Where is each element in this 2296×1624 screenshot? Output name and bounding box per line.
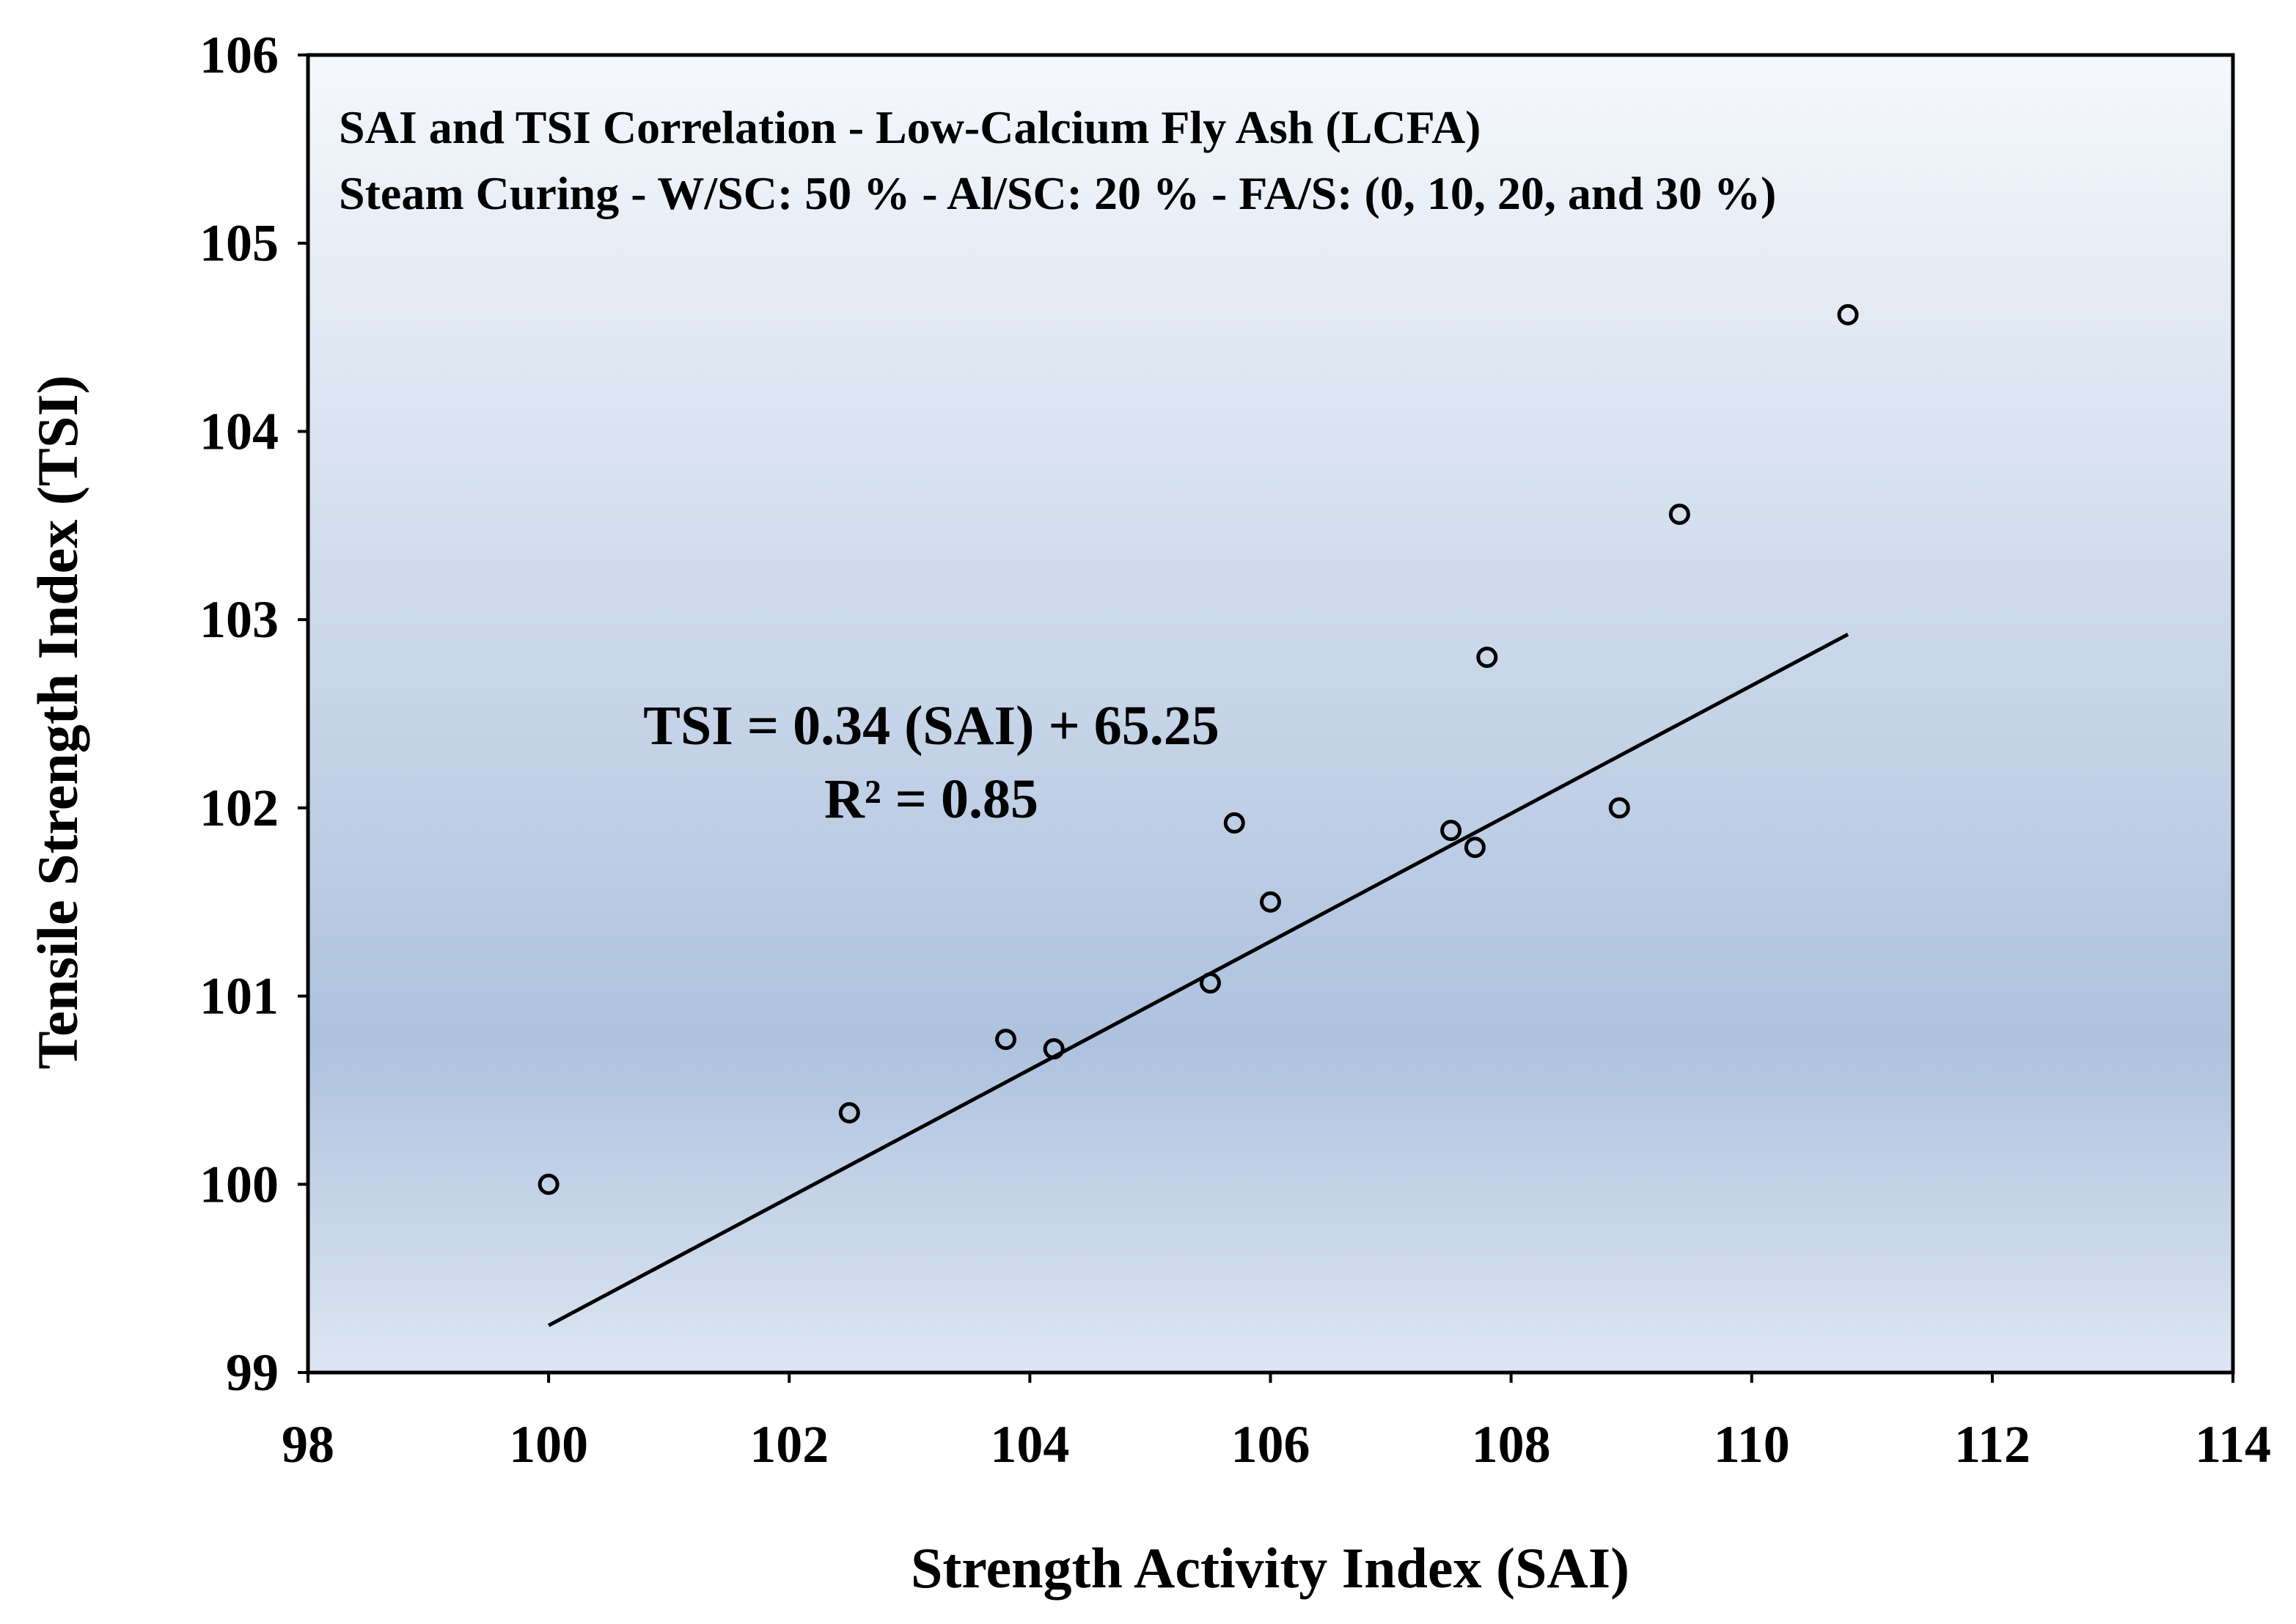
- chart-title-line-2: Steam Curing - W/SC: 50 % - Al/SC: 20 % …: [339, 167, 1776, 219]
- y-tick-label: 99: [226, 1343, 279, 1402]
- y-tick-label: 105: [199, 214, 279, 273]
- x-tick-label: 114: [2195, 1415, 2271, 1474]
- data-point: [1440, 820, 1462, 842]
- data-points: [538, 304, 1859, 1195]
- data-point: [1199, 972, 1221, 994]
- y-tick-label: 103: [199, 590, 279, 649]
- x-tick-label: 106: [1231, 1415, 1310, 1474]
- data-point: [1043, 1037, 1065, 1059]
- y-tick-label: 100: [199, 1155, 279, 1213]
- x-axis: 98 100 102 104 106 108 110 112 114: [282, 1373, 2271, 1474]
- y-tick-label: 104: [199, 402, 279, 460]
- data-point: [838, 1102, 860, 1124]
- data-point: [1223, 812, 1245, 834]
- y-tick-label: 102: [199, 779, 279, 837]
- y-tick-label: 101: [199, 967, 279, 1026]
- x-tick-label: 108: [1472, 1415, 1551, 1474]
- x-tick-label: 104: [990, 1415, 1069, 1474]
- data-point: [1476, 646, 1498, 668]
- y-tick-label: 106: [199, 26, 279, 84]
- x-tick-label: 110: [1714, 1415, 1790, 1474]
- trendline: [547, 632, 1849, 1328]
- plot-area: [306, 53, 2235, 1375]
- y-axis-label: Tensile Strength Index (TSI): [26, 375, 89, 1069]
- data-point: [1608, 797, 1630, 819]
- equation-annotation: TSI = 0.34 (SAI) + 65.25: [643, 695, 1219, 757]
- data-point: [1464, 837, 1486, 859]
- x-tick-label: 98: [282, 1415, 334, 1474]
- data-point: [1260, 891, 1281, 913]
- x-tick-label: 112: [1954, 1415, 2031, 1474]
- x-tick-label: 102: [749, 1415, 829, 1474]
- x-tick-label: 100: [509, 1415, 588, 1474]
- x-axis-label: Strength Activity Index (SAI): [911, 1536, 1629, 1600]
- data-point: [1837, 304, 1859, 326]
- r-squared-annotation: R² = 0.85: [824, 768, 1038, 830]
- data-point: [995, 1029, 1017, 1051]
- y-axis: 99 100 101 102 103 104 105 106: [199, 26, 308, 1402]
- data-point: [1668, 503, 1690, 525]
- data-point: [538, 1173, 560, 1195]
- chart-title-line-1: SAI and TSI Correlation - Low-Calcium Fl…: [339, 101, 1481, 153]
